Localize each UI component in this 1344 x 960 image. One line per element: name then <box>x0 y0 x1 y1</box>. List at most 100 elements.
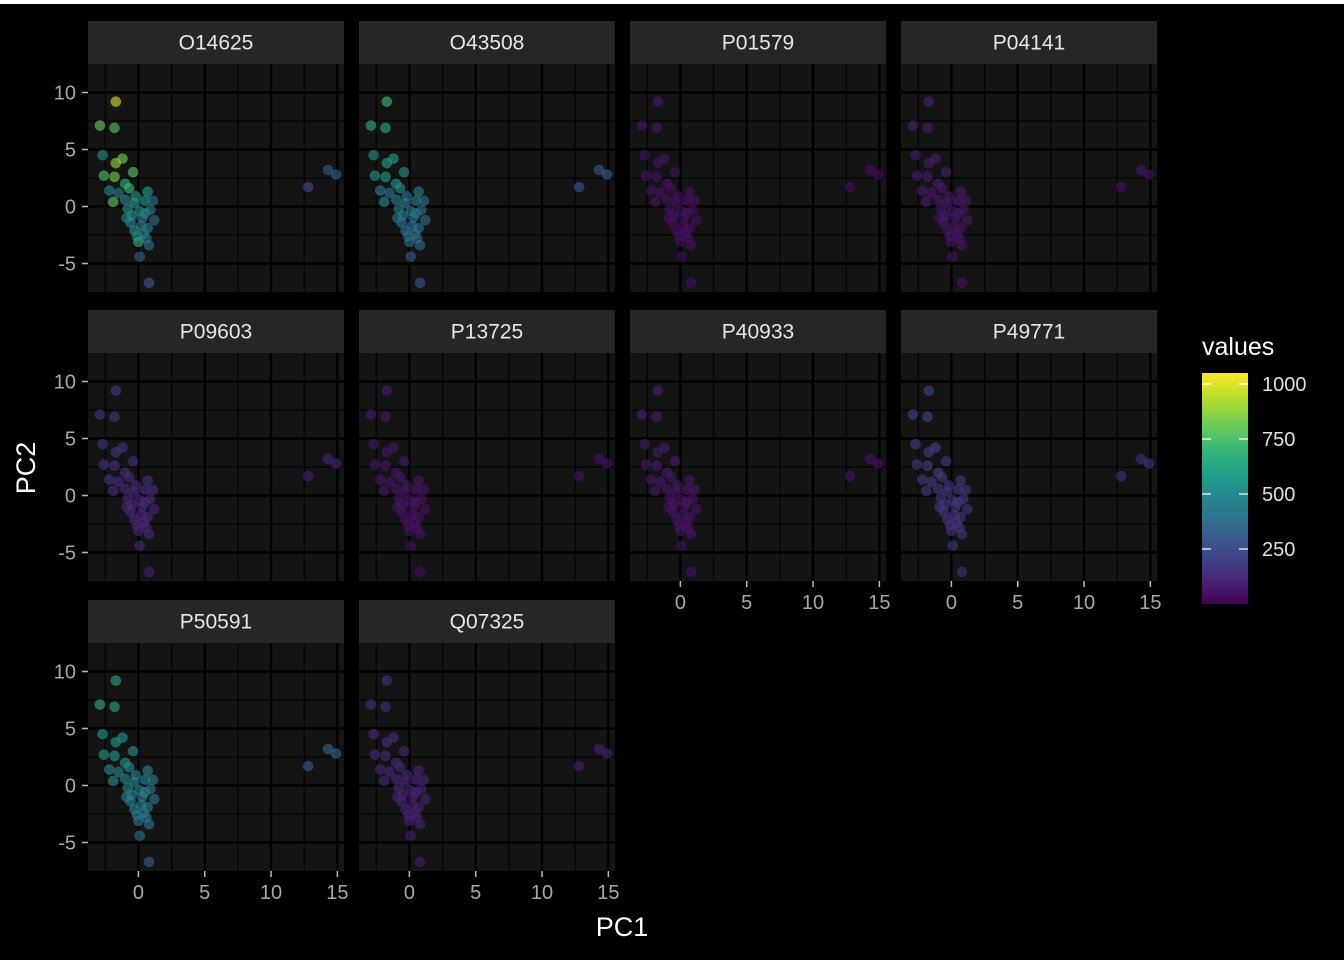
data-point <box>685 566 697 578</box>
data-point <box>413 475 424 486</box>
y-tick-label: 0 <box>65 486 76 508</box>
data-point <box>685 277 697 289</box>
x-tick-label: 10 <box>260 882 282 904</box>
facet-strip <box>630 310 886 353</box>
legend-tick-label: 750 <box>1262 429 1295 451</box>
data-point <box>960 195 972 207</box>
x-tick-label: 15 <box>597 882 619 904</box>
data-point <box>663 212 674 224</box>
data-point <box>930 153 941 164</box>
data-point <box>872 458 884 469</box>
data-point <box>365 699 377 710</box>
data-point <box>405 830 417 841</box>
color-legend: values 250 500 750 1000 <box>1202 333 1307 604</box>
data-point <box>681 208 693 219</box>
data-point <box>143 856 155 868</box>
data-point <box>123 182 135 194</box>
data-point <box>117 732 128 743</box>
data-point <box>130 190 142 202</box>
data-point <box>640 170 652 182</box>
data-point <box>920 196 932 208</box>
data-point <box>955 186 966 197</box>
data-point <box>394 761 406 773</box>
data-point <box>143 239 155 251</box>
x-tick-label: 10 <box>802 592 824 614</box>
data-point <box>369 459 381 471</box>
x-tick-label: 15 <box>1139 592 1161 614</box>
data-point <box>380 701 391 713</box>
data-point <box>401 769 413 781</box>
data-point <box>380 171 391 183</box>
data-point <box>113 187 124 199</box>
data-point <box>368 149 379 161</box>
data-point <box>1143 458 1155 469</box>
data-point <box>369 749 381 761</box>
facet-panel-p50591: P50591 -5 0 5 10 0 5 10 15 <box>54 600 348 904</box>
data-point <box>98 749 110 761</box>
data-point <box>119 483 131 494</box>
data-point <box>911 170 923 182</box>
data-point <box>934 501 945 513</box>
data-point <box>392 791 403 803</box>
data-point <box>390 773 402 784</box>
data-point <box>142 475 153 486</box>
data-point <box>380 460 391 472</box>
facet-strip <box>901 310 1157 353</box>
data-point <box>121 791 132 803</box>
data-point <box>936 471 948 483</box>
x-tick-label: 5 <box>741 592 752 614</box>
data-point <box>110 96 122 107</box>
data-point <box>573 470 585 482</box>
data-point <box>143 818 155 830</box>
facet-panel-q07325: Q07325 0 5 10 15 <box>359 600 619 904</box>
data-point <box>652 385 664 396</box>
data-point <box>113 476 124 488</box>
data-point <box>872 169 884 180</box>
data-point <box>655 476 666 488</box>
data-point <box>414 277 426 289</box>
data-point <box>932 483 944 494</box>
data-point <box>405 251 417 262</box>
x-tick-label: 5 <box>199 882 210 904</box>
data-point <box>940 456 952 467</box>
data-point <box>418 195 430 207</box>
data-point <box>410 787 422 798</box>
data-point <box>593 164 605 176</box>
data-point <box>922 171 933 183</box>
data-point <box>388 442 399 453</box>
data-point <box>689 484 701 496</box>
data-point <box>388 732 399 743</box>
x-tick-label: 5 <box>470 882 481 904</box>
data-point <box>143 528 155 540</box>
data-point <box>139 497 151 508</box>
data-point <box>676 540 688 551</box>
data-point <box>910 149 921 161</box>
x-tick-label: 10 <box>531 882 553 904</box>
data-point <box>390 483 402 494</box>
data-point <box>926 476 937 488</box>
data-point <box>651 122 662 134</box>
data-point <box>930 442 941 453</box>
facet-strip-label: P49771 <box>993 321 1065 344</box>
data-point <box>119 773 131 784</box>
data-point <box>946 236 957 248</box>
data-point <box>659 442 670 453</box>
data-point <box>302 181 314 193</box>
data-point <box>593 743 605 755</box>
data-point <box>844 470 856 482</box>
data-point <box>684 186 695 197</box>
top-border <box>0 0 1344 4</box>
data-point <box>922 460 933 472</box>
data-point <box>384 476 395 488</box>
data-point <box>380 750 391 762</box>
data-point <box>681 497 693 508</box>
data-point <box>94 409 106 420</box>
data-point <box>672 190 684 202</box>
data-point <box>659 153 670 164</box>
data-point <box>410 195 422 207</box>
data-point <box>149 793 160 805</box>
data-point <box>943 479 955 491</box>
data-point <box>398 167 410 178</box>
data-point <box>401 479 413 491</box>
